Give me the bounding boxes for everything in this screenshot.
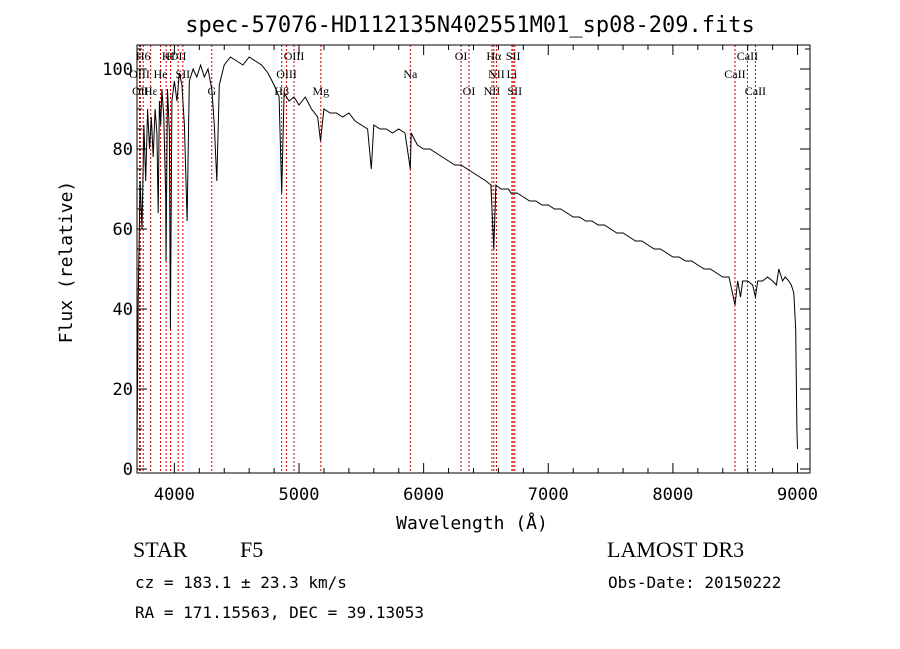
y-axis-label: Flux (relative) bbox=[56, 181, 77, 344]
spectrum-line bbox=[136, 56, 798, 450]
y-tick-label: 40 bbox=[113, 300, 133, 320]
spectral-line-label: OIII bbox=[284, 49, 305, 63]
x-tick-label: 4000 bbox=[154, 485, 195, 505]
obs-date: Obs-Date: 20150222 bbox=[608, 573, 782, 592]
spectral-line-label: OII bbox=[170, 49, 187, 63]
plot-frame bbox=[136, 44, 811, 474]
chart-title: spec-57076-HD112135N402551M01_sp08-209.f… bbox=[185, 13, 755, 38]
y-tick-label: 60 bbox=[113, 220, 133, 240]
x-tick-label: 8000 bbox=[652, 485, 693, 505]
spectral-line-label: He bbox=[154, 67, 168, 81]
axis-ticks: 4000 5000 6000 7000 8000 9000 0 20 40 60 80 100 bbox=[102, 45, 818, 505]
y-tick-label: 80 bbox=[113, 140, 133, 160]
spectral-line-label: H6 bbox=[136, 49, 151, 63]
spectral-line-label: OII bbox=[132, 84, 149, 98]
x-tick-label: 5000 bbox=[279, 485, 320, 505]
spectral-line-label: K bbox=[162, 49, 171, 63]
spectral-line-markers bbox=[138, 45, 756, 473]
object-class: STAR bbox=[133, 537, 188, 562]
survey-name: LAMOST DR3 bbox=[607, 537, 745, 562]
x-tick-label: 6000 bbox=[403, 485, 444, 505]
spectral-line-label: Hε bbox=[144, 84, 158, 98]
spectral-line-label: Mg bbox=[312, 84, 329, 98]
spectral-line-label: OIII bbox=[129, 67, 150, 81]
spectral-line-label: CaII bbox=[745, 84, 766, 98]
coordinates: RA = 171.15563, DEC = 39.13053 bbox=[135, 603, 424, 622]
x-axis-label: Wavelength (Å) bbox=[396, 512, 548, 534]
y-tick-label: 0 bbox=[123, 460, 133, 480]
spectral-line-label: NII bbox=[488, 67, 505, 81]
y-tick-label: 20 bbox=[113, 380, 133, 400]
spectral-line-label: OI bbox=[455, 49, 468, 63]
redshift-info: cz = 183.1 ± 23.3 km/s bbox=[135, 573, 347, 592]
spectral-line-label: H bbox=[166, 49, 175, 63]
spectral-line-label: SII bbox=[506, 49, 521, 63]
spectral-line-label: OI bbox=[463, 84, 476, 98]
x-tick-label: 7000 bbox=[528, 485, 569, 505]
x-tick-label: 9000 bbox=[777, 485, 818, 505]
spectral-line-label: SII bbox=[507, 84, 522, 98]
spectral-line-label: OIII bbox=[276, 67, 297, 81]
spectral-line-label: Li bbox=[507, 67, 518, 81]
spectral-line-label: CaII bbox=[737, 49, 758, 63]
spectral-line-label: Hα bbox=[486, 49, 502, 63]
y-tick-label: 100 bbox=[102, 60, 133, 80]
spectral-line-label: Na bbox=[403, 67, 418, 81]
spectral-line-label: NII bbox=[484, 84, 501, 98]
object-subclass: F5 bbox=[240, 537, 264, 562]
spectral-line-label: SII bbox=[176, 67, 191, 81]
spectral-line-label: CaII bbox=[724, 67, 745, 81]
